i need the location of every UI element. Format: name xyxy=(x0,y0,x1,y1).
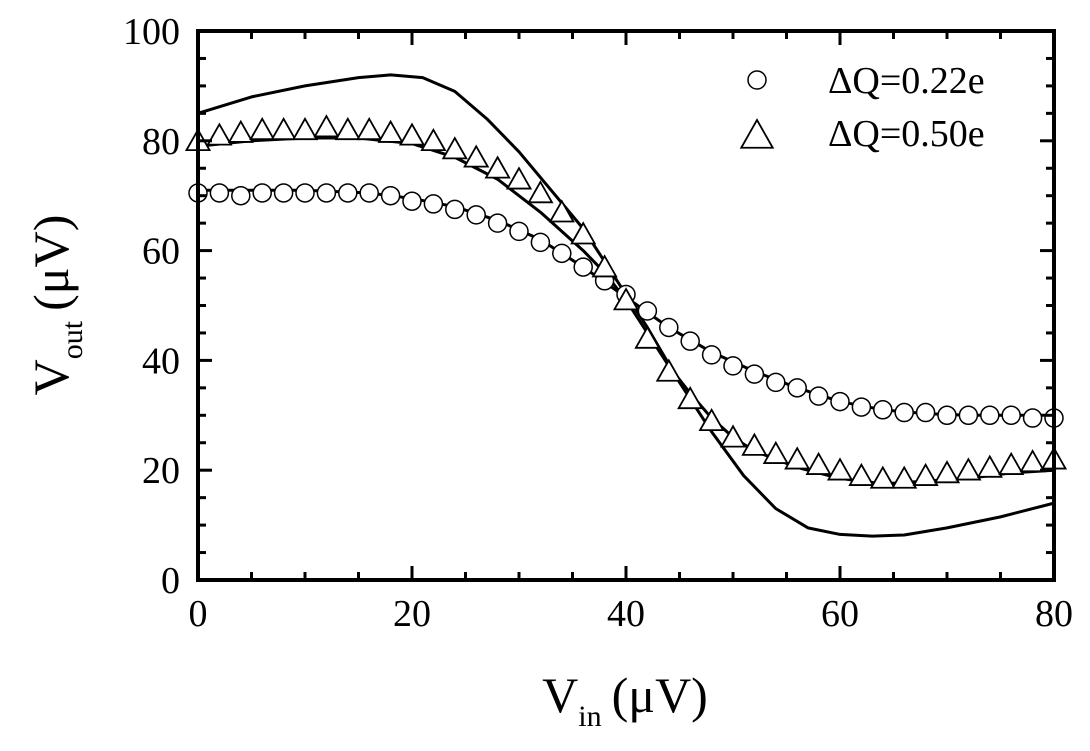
circle-marker xyxy=(659,317,679,338)
y-tick-label: 20 xyxy=(142,450,180,492)
circle-marker xyxy=(231,185,251,206)
triangle-marker xyxy=(677,386,704,410)
triangle-marker xyxy=(463,144,490,168)
triangle-marker xyxy=(741,432,768,456)
x-tick-label: 40 xyxy=(607,593,645,635)
triangle-marker xyxy=(527,180,554,204)
triangle-marker xyxy=(441,136,468,160)
circle-marker xyxy=(1022,408,1043,428)
triangle-marker xyxy=(655,358,682,382)
x-tick-label: 80 xyxy=(1035,593,1073,635)
triangle-marker xyxy=(270,116,297,141)
tick-labels: 0 20 40 60 80 0 20 40 60 80 100 xyxy=(123,11,1073,635)
circle-marker xyxy=(487,213,508,233)
triangle-marker xyxy=(227,119,254,143)
triangle-marker xyxy=(377,119,404,143)
circle-marker xyxy=(380,185,401,206)
triangle-marker xyxy=(591,254,618,278)
circle-marker xyxy=(573,257,593,277)
triangle-marker xyxy=(334,116,361,141)
triangle-marker xyxy=(548,199,575,223)
triangle-marker xyxy=(719,424,747,448)
y-tick-label: 0 xyxy=(161,560,180,602)
triangle-marker xyxy=(420,127,447,152)
circle-marker xyxy=(937,405,957,426)
y-axis-label: Vout(μV) xyxy=(23,215,89,396)
triangle-marker xyxy=(249,116,276,141)
triangle-marker xyxy=(933,460,961,484)
circle-marker xyxy=(1001,405,1021,426)
circle-marker xyxy=(766,372,786,393)
circle-marker xyxy=(701,345,722,365)
triangle-marker xyxy=(505,166,533,190)
circle-marker xyxy=(552,243,572,264)
circle-marker xyxy=(252,183,272,203)
y-tick-label: 60 xyxy=(142,231,180,273)
triangle-marker xyxy=(805,451,832,475)
triangle-marker xyxy=(869,465,896,489)
legend-circle-icon xyxy=(747,70,767,90)
legend: ΔQ=0.22e ΔQ=0.50e xyxy=(739,60,985,155)
circle-marker xyxy=(466,205,486,225)
circle-marker xyxy=(851,397,872,417)
circle-marker xyxy=(273,183,294,203)
circle-marker xyxy=(637,301,658,321)
legend-triangle-icon xyxy=(739,118,775,149)
y-tick-label: 40 xyxy=(142,340,180,382)
legend-label: ΔQ=0.50e xyxy=(828,113,985,155)
circle-marker xyxy=(808,386,829,406)
circle-marker xyxy=(445,199,465,220)
legend-label: ΔQ=0.22e xyxy=(828,60,985,102)
circle-marker xyxy=(509,221,529,242)
triangle-marker xyxy=(912,462,939,486)
circle-marker xyxy=(316,183,337,203)
circle-marker xyxy=(980,405,1000,426)
circle-marker xyxy=(744,364,765,384)
circle-marker xyxy=(680,331,700,351)
y-tick-label: 80 xyxy=(142,121,180,163)
triangle-marker xyxy=(848,462,875,486)
triangle-marker xyxy=(955,457,982,481)
x-axis-label: Vin (μV) xyxy=(542,667,708,733)
triangle-marker xyxy=(998,451,1025,475)
triangle-marker xyxy=(398,122,426,146)
circle-marker xyxy=(958,405,979,426)
triangle-marker xyxy=(206,122,233,146)
triangle-marker xyxy=(570,221,597,245)
circle-marker xyxy=(209,183,230,203)
triangle-marker xyxy=(634,325,661,349)
circle-marker xyxy=(873,400,893,420)
triangle-marker xyxy=(356,116,383,141)
circle-marker xyxy=(402,191,422,211)
triangle-marker xyxy=(484,155,511,179)
circle-marker xyxy=(530,232,551,253)
circle-marker xyxy=(723,356,743,376)
x-tick-label: 0 xyxy=(189,593,208,635)
triangle-marker xyxy=(313,114,340,138)
triangle-marker xyxy=(784,446,811,470)
triangle-marker xyxy=(1019,449,1046,473)
axes xyxy=(196,29,1056,582)
triangle-marker xyxy=(698,407,725,432)
circle-marker xyxy=(359,183,379,203)
circle-marker xyxy=(423,194,444,214)
triangle-marker xyxy=(762,440,789,464)
y-tick-label: 100 xyxy=(123,11,180,53)
circle-marker xyxy=(787,378,807,398)
circle-marker xyxy=(295,183,315,203)
x-tick-label: 60 xyxy=(821,593,859,635)
circle-marker xyxy=(915,402,936,423)
triangle-marker xyxy=(976,454,1003,478)
triangle-marker xyxy=(826,457,854,481)
triangle-marker xyxy=(891,465,918,489)
x-tick-label: 20 xyxy=(393,593,431,635)
circle-marker xyxy=(830,391,850,412)
triangle-marker xyxy=(291,116,319,141)
circle-marker xyxy=(338,183,358,203)
circle-marker xyxy=(894,402,914,423)
triangle-marker xyxy=(612,287,640,311)
data-markers xyxy=(184,114,1068,489)
